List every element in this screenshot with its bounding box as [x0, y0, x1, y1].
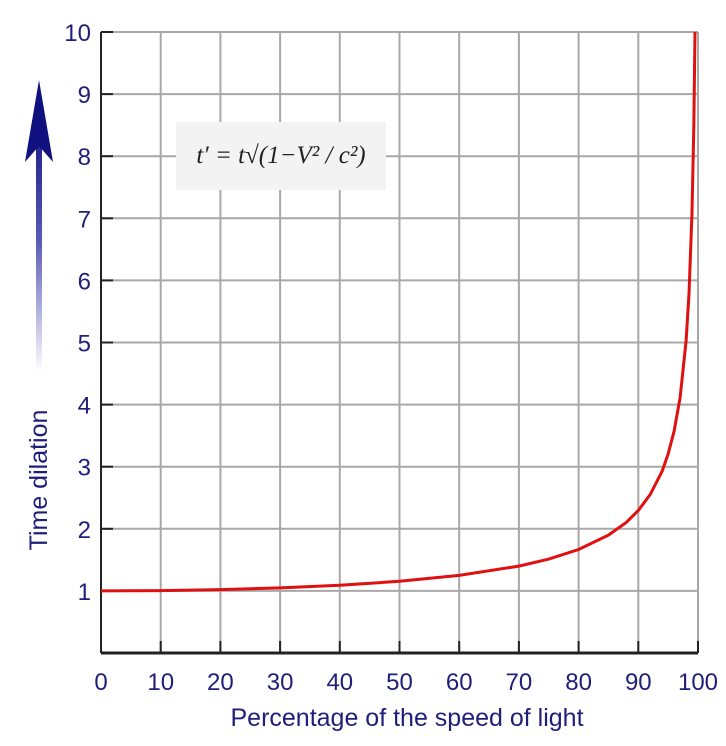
tick-labels: 0 10 20 30 40 50 60 70 80 90 100 1 2 3 4 5 6 7 8 9 10	[64, 20, 718, 696]
y-tick-label: 6	[78, 268, 91, 295]
x-tick-label: 60	[446, 669, 473, 696]
x-tick-label: 80	[565, 669, 592, 696]
formula-annotation: t′ = t√(1−V² / c²)	[176, 122, 386, 190]
x-tick-label: 100	[678, 669, 718, 696]
y-tick-label: 2	[78, 517, 91, 544]
y-tick-label: 4	[78, 393, 91, 420]
y-tick-label: 9	[78, 82, 91, 109]
x-tick-label: 10	[147, 669, 174, 696]
x-tick-label: 20	[207, 669, 234, 696]
y-axis-label: Time dilation	[25, 410, 53, 551]
y-tick-label: 3	[78, 455, 91, 482]
x-tick-label: 70	[506, 669, 533, 696]
y-tick-label: 10	[64, 20, 91, 47]
x-tick-label: 30	[267, 669, 294, 696]
y-tick-label: 5	[78, 331, 91, 358]
grid	[100, 31, 699, 655]
y-tick-label: 7	[78, 206, 91, 233]
x-tick-label: 40	[326, 669, 353, 696]
x-tick-label: 50	[386, 669, 413, 696]
series-line	[100, 31, 697, 593]
x-axis-label: Percentage of the speed of light	[230, 704, 583, 732]
y-tick-label: 1	[78, 579, 91, 606]
up-arrow-icon	[25, 80, 53, 372]
x-tick-label: 0	[94, 669, 107, 696]
x-tick-label: 90	[625, 669, 652, 696]
y-tick-label: 8	[78, 144, 91, 171]
